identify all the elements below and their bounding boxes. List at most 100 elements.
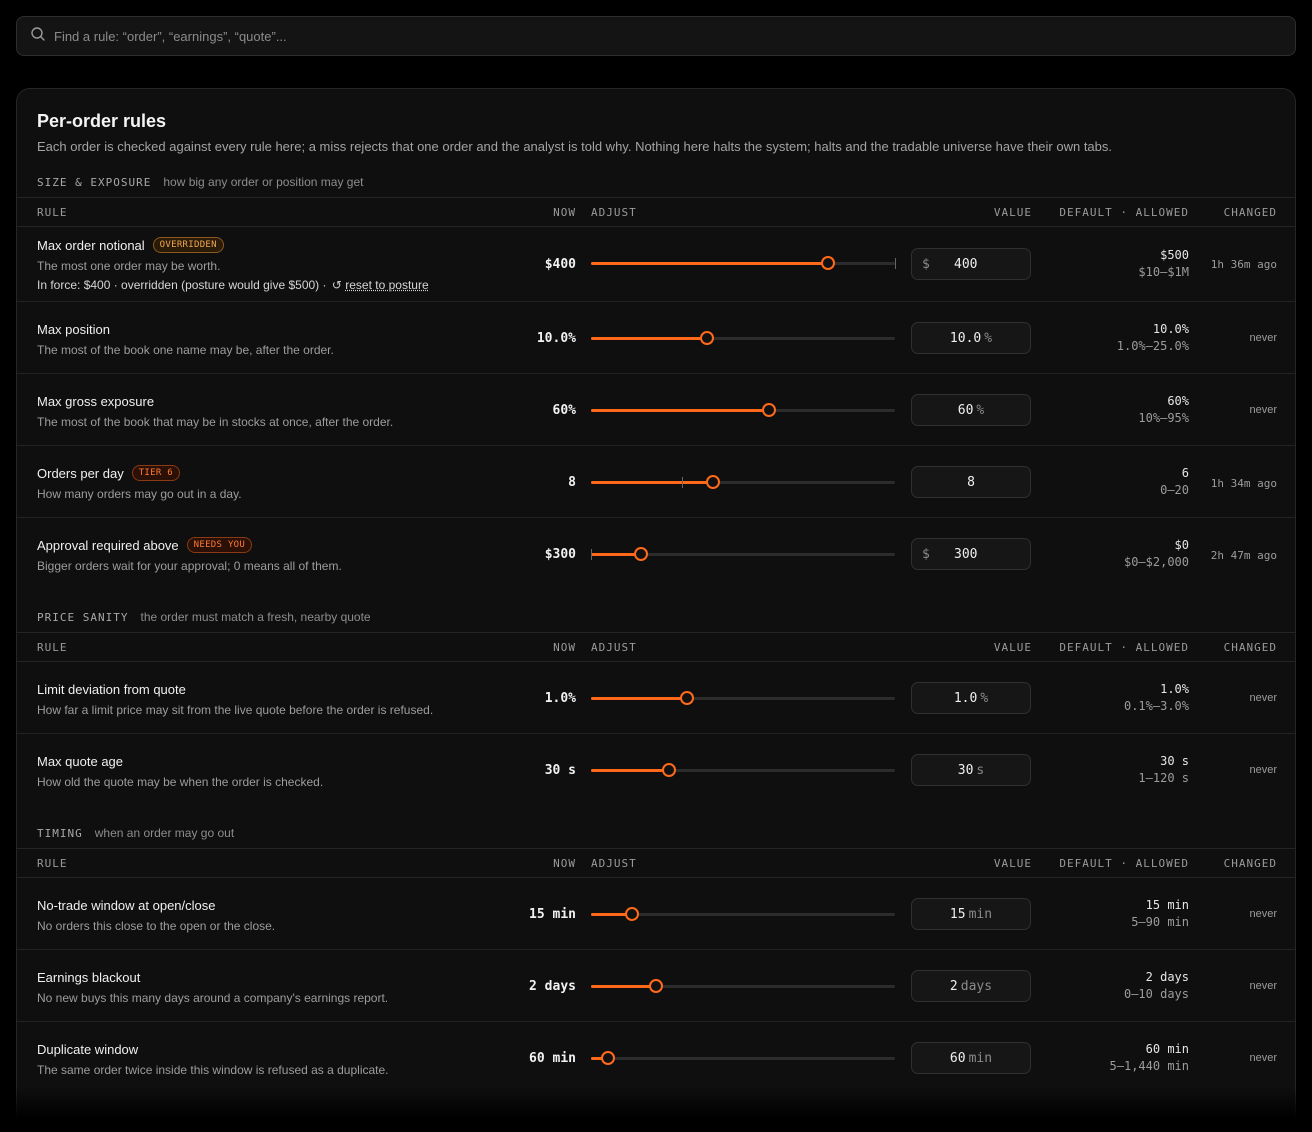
rule-name-text: Duplicate window [37, 1042, 139, 1057]
rule-description: The most of the book one name may be, af… [37, 343, 334, 357]
adjust-slider[interactable] [591, 403, 895, 417]
default-value: 1.0% [1160, 682, 1189, 696]
table-row: Max quote age How old the quote may be w… [17, 734, 1295, 806]
slider-handle[interactable] [679, 691, 694, 705]
allowed-range: 5–1,440 min [1109, 1059, 1189, 1073]
col-changed: CHANGED [1223, 641, 1277, 654]
adjust-slider[interactable] [591, 1051, 895, 1065]
col-default-allowed: DEFAULT · ALLOWED [1059, 206, 1189, 219]
default-allowed: 2 days 0–10 days [1124, 969, 1189, 1003]
section-name: TIMING [37, 827, 83, 840]
rule-description: The most one order may be worth. [37, 259, 221, 273]
value-input[interactable]: 15 min [911, 898, 1031, 930]
slider-fill [591, 1057, 608, 1060]
posture-marker [895, 258, 896, 269]
reset-icon[interactable]: ↺ [331, 278, 342, 292]
value-input[interactable]: $ 300 [911, 538, 1031, 570]
value-text[interactable]: 300 [954, 547, 978, 562]
default-value: 6 [1181, 466, 1189, 480]
slider-handle[interactable] [649, 979, 664, 993]
rule-name-text: No-trade window at open/close [37, 898, 216, 913]
value-input[interactable]: 60 min [911, 1042, 1031, 1074]
rule-description: How many orders may go out in a day. [37, 487, 242, 501]
adjust-slider[interactable] [591, 475, 895, 489]
col-now: NOW [553, 206, 576, 219]
value-text[interactable]: 400 [954, 257, 978, 272]
slider-handle[interactable] [634, 547, 649, 561]
default-allowed: 30 s 1–120 s [1138, 753, 1189, 787]
value-text[interactable]: 30 s [957, 763, 985, 778]
rule-description: The same order twice inside this window … [37, 1063, 389, 1077]
bottom-fade [0, 1086, 1312, 1132]
default-value: $0 [1174, 538, 1189, 552]
value-input[interactable]: 8 [911, 466, 1031, 498]
col-rule: RULE [37, 206, 68, 219]
slider-track[interactable] [591, 913, 895, 916]
value-input[interactable]: $ 400 [911, 248, 1031, 280]
table-header: RULE NOW ADJUST VALUE DEFAULT · ALLOWED … [17, 197, 1295, 227]
slider-handle[interactable] [821, 256, 836, 270]
table-row: Earnings blackout No new buys this many … [17, 950, 1295, 1022]
rule-name-text: Max gross exposure [37, 394, 155, 409]
search-bar[interactable] [16, 16, 1296, 56]
changed-time: never [1249, 692, 1277, 704]
changed-time: never [1249, 908, 1277, 920]
default-value: 60 min [1145, 1042, 1189, 1056]
slider-handle[interactable] [699, 331, 714, 345]
slider-track[interactable] [591, 697, 895, 700]
slider-track[interactable] [591, 481, 895, 484]
value-text[interactable]: 15 min [949, 907, 993, 922]
slider-track[interactable] [591, 553, 895, 556]
value-text[interactable]: 60% [957, 403, 985, 418]
allowed-range: 1–120 s [1138, 771, 1189, 785]
value-text[interactable]: 60 min [949, 1051, 993, 1066]
changed-time: 2h 47m ago [1210, 549, 1277, 562]
slider-fill [591, 409, 769, 412]
col-rule: RULE [37, 857, 68, 870]
value-text[interactable]: 8 [967, 475, 975, 490]
value-input[interactable]: 60% [911, 394, 1031, 426]
value-input[interactable]: 30 s [911, 754, 1031, 786]
default-value: 10.0% [1152, 322, 1189, 336]
adjust-slider[interactable] [591, 691, 895, 705]
reset-to-posture-link[interactable]: reset to posture [345, 278, 429, 292]
slider-track[interactable] [591, 337, 895, 340]
allowed-range: 5–90 min [1131, 915, 1189, 929]
allowed-range: 10%–95% [1138, 411, 1189, 425]
table-header: RULE NOW ADJUST VALUE DEFAULT · ALLOWED … [17, 632, 1295, 662]
col-adjust: ADJUST [591, 206, 637, 219]
search-input[interactable] [54, 28, 1295, 44]
slider-handle[interactable] [661, 763, 676, 777]
table-row: Duplicate window The same order twice in… [17, 1022, 1295, 1094]
rule-description: The most of the book that may be in stoc… [37, 415, 394, 429]
adjust-slider[interactable] [591, 547, 895, 561]
slider-handle[interactable] [761, 403, 776, 417]
rule-name-text: Earnings blackout [37, 970, 141, 985]
slider-handle[interactable] [705, 475, 720, 489]
adjust-slider[interactable] [591, 979, 895, 993]
adjust-slider[interactable] [591, 331, 895, 345]
value-text[interactable]: 1.0% [953, 691, 989, 706]
slider-track[interactable] [591, 769, 895, 772]
slider-track[interactable] [591, 1057, 895, 1060]
value-input[interactable]: 10.0% [911, 322, 1031, 354]
value-input[interactable]: 1.0% [911, 682, 1031, 714]
value-input[interactable]: 2 days [911, 970, 1031, 1002]
rule-name: Limit deviation from quote [37, 682, 186, 697]
rule-name: Max gross exposure [37, 394, 154, 409]
value-text[interactable]: 10.0% [949, 331, 993, 346]
value-text[interactable]: 2 days [949, 979, 993, 994]
changed-time: never [1249, 404, 1277, 416]
slider-fill [591, 697, 687, 700]
section-price-sanity: PRICE SANITY the order must match a fres… [37, 610, 371, 624]
changed-time: never [1249, 1052, 1277, 1064]
adjust-slider[interactable] [591, 907, 895, 921]
default-value: 60% [1167, 394, 1189, 408]
adjust-slider[interactable] [591, 763, 895, 777]
changed-time: 1h 36m ago [1210, 258, 1277, 271]
slider-handle[interactable] [625, 907, 640, 921]
adjust-slider[interactable] [591, 256, 896, 270]
slider-handle[interactable] [600, 1051, 615, 1065]
slider-track[interactable] [591, 985, 895, 988]
rule-description: How old the quote may be when the order … [37, 775, 324, 789]
